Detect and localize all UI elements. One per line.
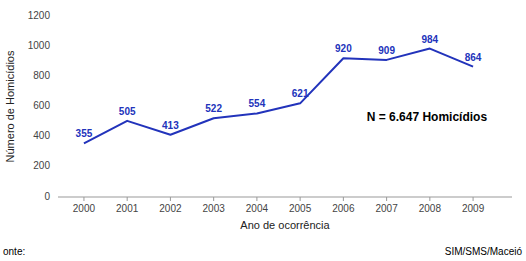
x-tick-label: 2000 [73, 203, 96, 214]
x-tick [343, 197, 344, 201]
x-tick-label: 2008 [419, 203, 442, 214]
data-label: 413 [162, 120, 179, 131]
data-label: 355 [76, 128, 93, 139]
y-tick-label: 1000 [28, 40, 51, 51]
chart: 0 200 400 600 800 1000 1200 2000 2001 2002 2003 200… [0, 0, 526, 261]
x-axis-label: Ano de ocorrência [240, 219, 330, 231]
x-tick [127, 197, 128, 201]
data-label: 984 [422, 34, 439, 45]
x-tick [213, 197, 214, 201]
y-tick-label: 200 [33, 160, 50, 171]
x-tick [256, 197, 257, 201]
data-label: 522 [205, 103, 222, 114]
y-tick-label: 0 [44, 191, 50, 202]
x-tick-label: 2002 [159, 203, 182, 214]
x-tick-label: 2003 [203, 203, 226, 214]
x-tick-label: 2009 [462, 203, 485, 214]
plot-area [84, 49, 473, 144]
series-line [84, 49, 473, 144]
x-tick [473, 197, 474, 201]
data-label: 554 [249, 98, 266, 109]
data-label: 621 [292, 88, 309, 99]
x-tick [170, 197, 171, 201]
y-tick-label: 400 [33, 130, 50, 141]
data-label: 505 [119, 106, 136, 117]
source: SIM/SMS/Maceió [445, 246, 523, 257]
x-tick-label: 2004 [246, 203, 269, 214]
x-tick-label: 2001 [116, 203, 139, 214]
data-label: 920 [335, 43, 352, 54]
x-tick [386, 197, 387, 201]
x-tick [300, 197, 301, 201]
x-tick [429, 197, 430, 201]
y-tick-label: 1200 [28, 10, 51, 21]
source-prefix: onte: [3, 246, 25, 257]
x-tick-label: 2006 [332, 203, 355, 214]
x-axis-line [58, 197, 512, 198]
data-label: 864 [465, 52, 482, 63]
data-label: 909 [378, 45, 395, 56]
y-tick-label: 600 [33, 100, 50, 111]
annotation: N = 6.647 Homicídios [367, 110, 488, 124]
y-tick-label: 800 [33, 70, 50, 81]
y-axis-label: Número de Homicídios [4, 50, 16, 162]
x-tick [83, 197, 84, 201]
x-tick-label: 2007 [375, 203, 398, 214]
x-tick-label: 2005 [289, 203, 312, 214]
